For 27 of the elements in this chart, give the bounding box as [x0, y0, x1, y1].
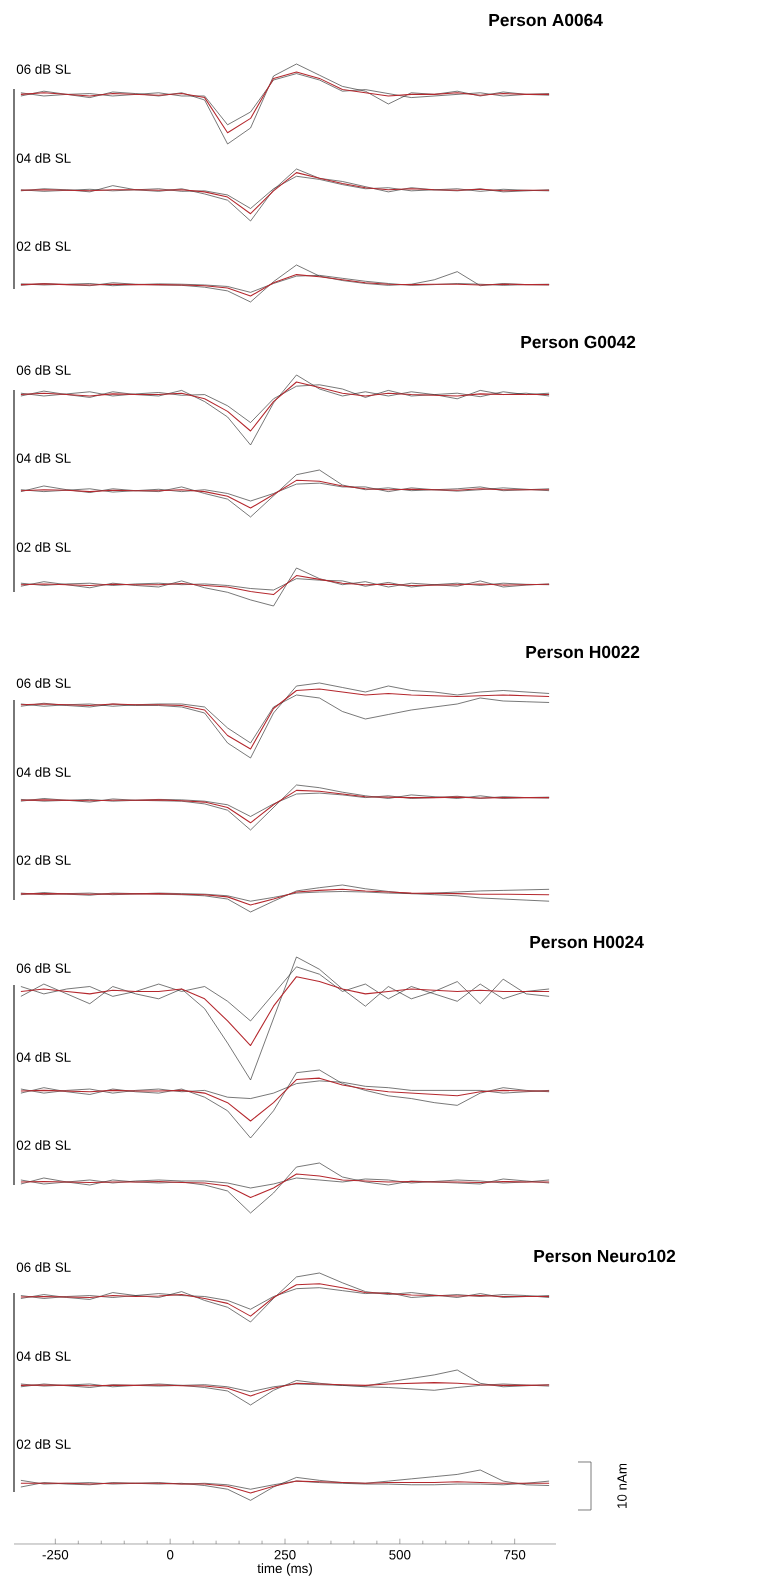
chart-title: Person H0024 — [530, 935, 644, 949]
chart-subtitle: 04 dB SL — [16, 1351, 71, 1361]
chart-subtitle: 02 dB SL — [16, 855, 71, 865]
x-tick-label: 500 — [389, 1550, 411, 1560]
chart-subtitle: 02 dB SL — [16, 542, 71, 552]
chart-subtitle: 02 dB SL — [16, 1439, 71, 1449]
text: 10 nAm — [617, 1463, 627, 1508]
chart-subtitle: 04 dB SL — [16, 767, 71, 777]
x-tick-label: 750 — [504, 1550, 526, 1560]
chart-subtitle: 06 dB SL — [16, 64, 71, 74]
chart-subtitle: 04 dB SL — [16, 153, 71, 163]
chart-subtitle: 02 dB SL — [16, 241, 71, 251]
chart-subtitle: 06 dB SL — [16, 365, 71, 375]
chart-title: Person A0064 — [489, 13, 603, 27]
chart-subtitle: 06 dB SL — [16, 678, 71, 688]
chart-subtitle: 02 dB SL — [16, 1140, 71, 1150]
chart-title: Person H0022 — [526, 645, 640, 659]
chart-title: Person G0042 — [521, 335, 636, 349]
x-axis-title: time (ms) — [257, 1563, 312, 1576]
x-tick-label: 250 — [274, 1550, 296, 1560]
x-tick-label: 0 — [166, 1550, 174, 1560]
chart-subtitle: 04 dB SL — [16, 1052, 71, 1062]
chart-subtitle: 06 dB SL — [16, 963, 71, 973]
text: Person Neuro102 — [534, 1249, 676, 1263]
x-tick-label: -250 — [42, 1550, 69, 1560]
chart-subtitle: 04 dB SL — [16, 453, 71, 463]
chart-subtitle: 06 dB SL — [16, 1262, 71, 1272]
